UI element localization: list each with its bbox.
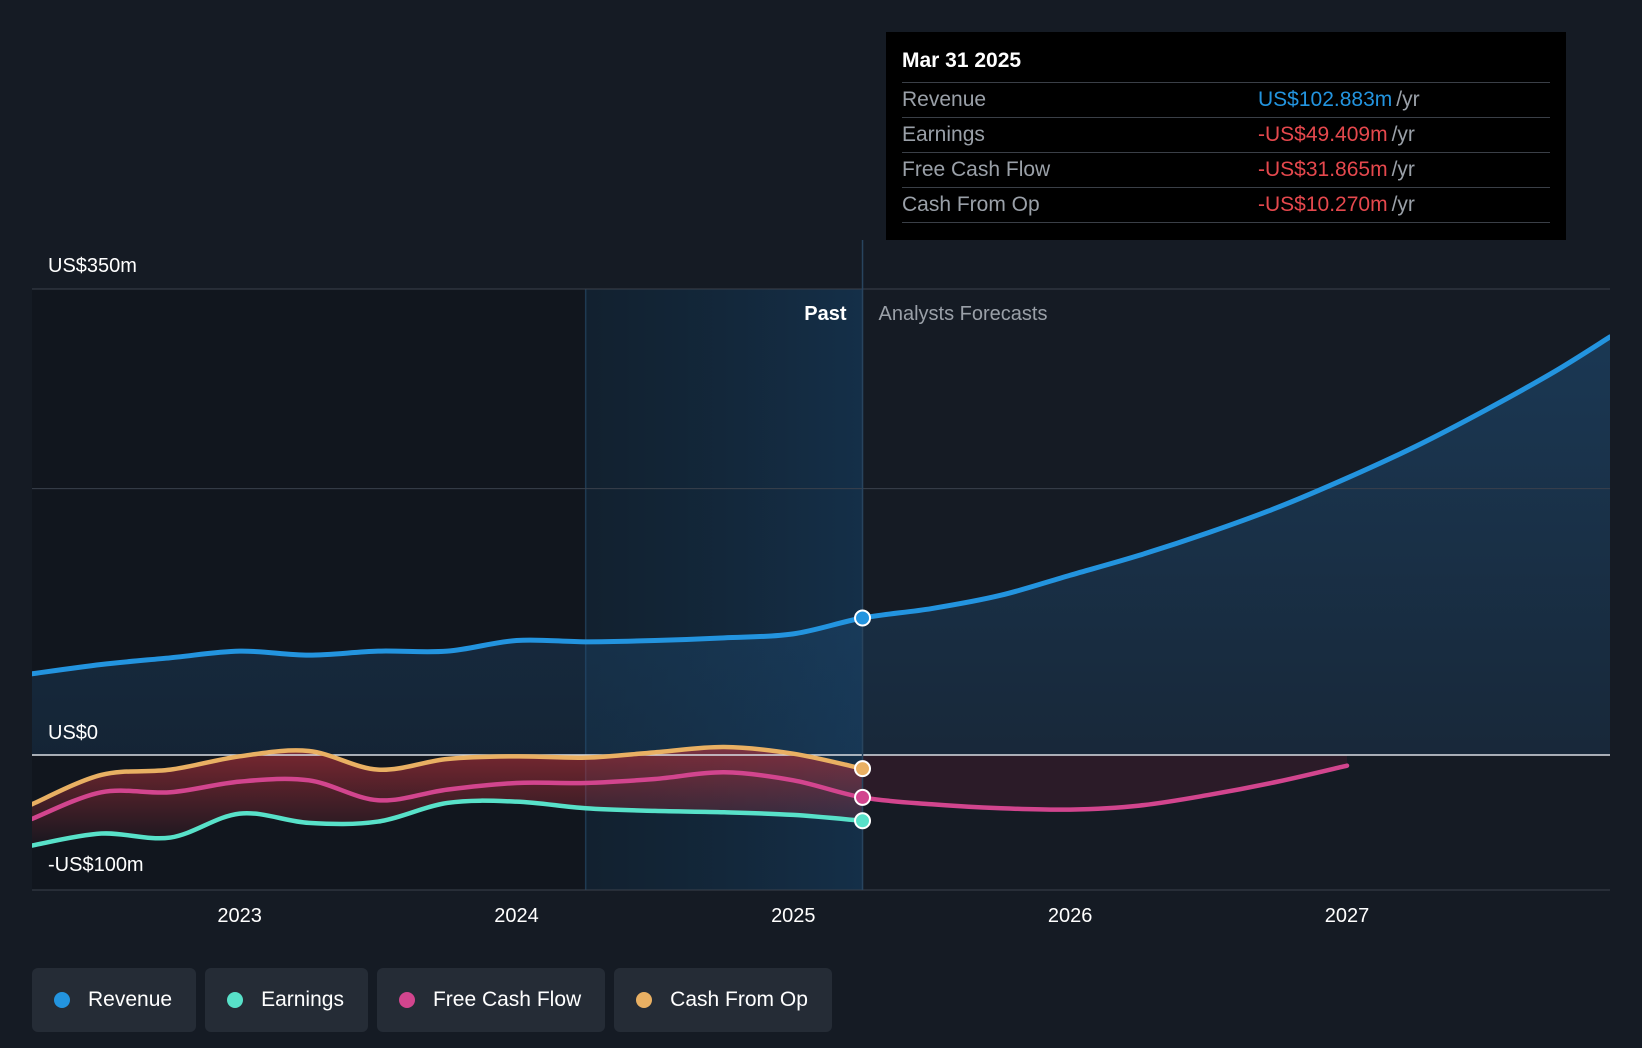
legend-item-earnings[interactable]: Earnings [205, 968, 368, 1032]
tooltip-row-value: -US$49.409m/yr [1258, 123, 1415, 146]
x-tick-2023: 2023 [217, 905, 262, 927]
legend-dot-icon [54, 992, 70, 1008]
negative-area [32, 747, 863, 846]
legend-dot-icon [227, 992, 244, 1008]
tooltip-date: Mar 31 2025 [902, 49, 1022, 72]
tooltip-row-label: Earnings [902, 123, 985, 146]
free-cash-flow-line [32, 763, 1350, 822]
legend-label: Earnings [261, 988, 344, 1011]
financial-chart: US$350m US$0 -US$100m 2023 2024 2025 2026 2027 P… [32, 240, 1610, 927]
x-tick-2027: 2027 [1325, 905, 1370, 927]
tooltip-row-unit: /yr [1396, 88, 1420, 111]
legend-label: Free Cash Flow [432, 988, 582, 1011]
cash-from-op-marker [854, 760, 872, 778]
x-tick-2024: 2024 [494, 905, 539, 927]
y-axis-label: US$350m [48, 255, 137, 277]
tooltip-row-value: -US$10.270m/yr [1258, 193, 1415, 216]
legend-label: Revenue [88, 988, 173, 1011]
tooltip-row-label: Free Cash Flow [902, 158, 1051, 181]
tooltip-row: Earnings -US$49.409m/yr [902, 117, 1550, 152]
tooltip-row-unit: /yr [1391, 193, 1415, 216]
fcf-marker [854, 788, 872, 806]
legend-item-revenue[interactable]: Revenue [32, 968, 197, 1032]
past-label: Past [804, 303, 847, 325]
forecast-label: Analysts Forecasts [879, 303, 1048, 325]
legend-label: Cash From Op [670, 988, 808, 1011]
earnings-marker [854, 812, 872, 830]
hover-tooltip: Mar 31 2025 Revenue US$102.883m/yr Earning… [886, 32, 1566, 240]
x-tick-2026: 2026 [1048, 905, 1093, 927]
legend-dot-icon [636, 992, 653, 1008]
y-axis-label: -US$100m [48, 854, 144, 876]
tooltip-row: Cash From Op -US$10.270m/yr [902, 187, 1550, 223]
x-tick-2025: 2025 [771, 905, 816, 927]
revenue-area [32, 336, 1610, 755]
y-axis-label: US$0 [48, 722, 98, 744]
revenue-line [32, 334, 1610, 677]
cash-from-op-line [32, 744, 865, 807]
earnings-line [32, 798, 865, 848]
revenue-marker [854, 609, 872, 627]
tooltip-row: Revenue US$102.883m/yr [902, 82, 1550, 117]
tooltip-row-value: -US$31.865m/yr [1258, 158, 1415, 181]
fcf-forecast-area [862, 755, 1347, 810]
legend-item-free-cash-flow[interactable]: Free Cash Flow [376, 968, 606, 1032]
tooltip-row-label: Revenue [902, 88, 987, 111]
chart-legend: Revenue Earnings Free Cash Flow Cash From O… [32, 968, 832, 1032]
tooltip-row: Free Cash Flow -US$31.865m/yr [902, 152, 1550, 187]
legend-dot-icon [398, 992, 415, 1008]
legend-item-cash-from-op[interactable]: Cash From Op [614, 968, 832, 1032]
tooltip-row-unit: /yr [1391, 123, 1415, 146]
tooltip-row-value: US$102.883m/yr [1258, 88, 1420, 111]
tooltip-row-label: Cash From Op [902, 193, 1040, 216]
tooltip-row-unit: /yr [1391, 158, 1415, 181]
